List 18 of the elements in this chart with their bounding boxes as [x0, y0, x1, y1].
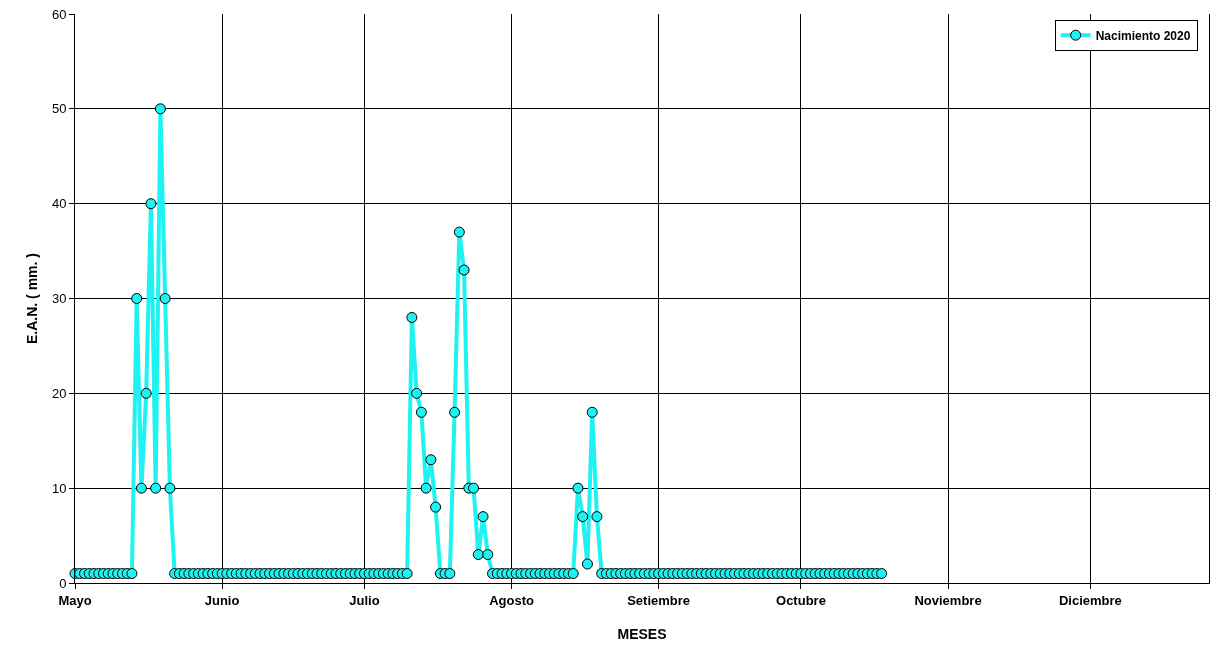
- y-tick-label: 10: [51, 480, 67, 496]
- y-tick-label: 40: [51, 196, 67, 212]
- y-tick-label: 60: [51, 6, 67, 22]
- x-tick-label: Mayo: [58, 592, 92, 608]
- x-tick-label: Julio: [349, 592, 380, 608]
- y-tick-label: 20: [51, 385, 67, 401]
- y-tick-label: 30: [51, 291, 67, 307]
- x-tick-label: Setiembre: [627, 592, 691, 608]
- x-tick-label: Junio: [204, 592, 240, 608]
- x-tick-label: Noviembre: [914, 592, 982, 608]
- y-axis-title: E.A.N. ( mm. ): [24, 252, 40, 345]
- y-tick-label: 50: [51, 101, 67, 117]
- x-tick-label: Diciembre: [1058, 592, 1122, 608]
- x-tick-label: Agosto: [489, 592, 534, 608]
- legend-label: Nacimiento 2020: [1095, 28, 1191, 43]
- x-axis-title: MESES: [617, 625, 667, 642]
- y-tick-label: 0: [59, 575, 67, 591]
- x-tick-label: Octubre: [776, 592, 826, 608]
